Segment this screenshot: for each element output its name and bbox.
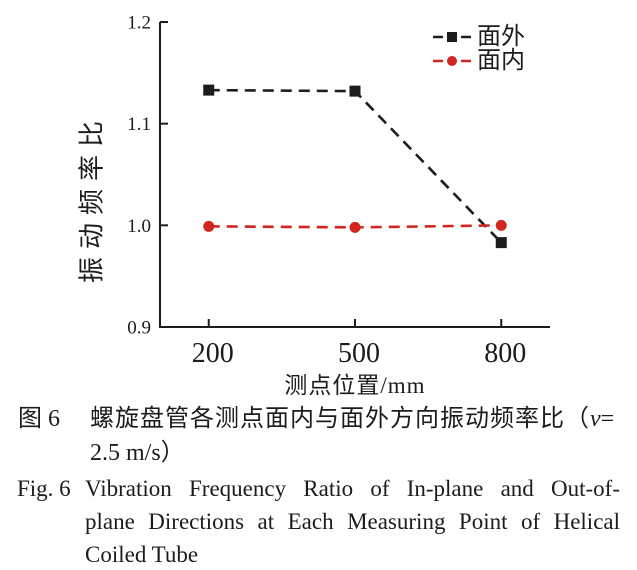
caption-zh-equals: = xyxy=(600,406,616,432)
x-tick-label: 500 xyxy=(338,338,380,369)
y-tick-label: 1.2 xyxy=(127,13,151,34)
chart-svg: 0.9 1.0 1.1 1.2 200 500 800 xyxy=(127,13,550,369)
caption-zh-body: 螺旋盘管各测点面内与面外方向振动频率比（v= 2.5 m/s） xyxy=(90,402,615,470)
chart: 0.9 1.0 1.1 1.2 200 500 800 振动频率比 测点位置/mm 面外 面… xyxy=(77,13,550,398)
data-point-square xyxy=(495,237,507,249)
data-point-circle xyxy=(495,219,507,231)
legend-item: 面外 xyxy=(433,25,525,49)
y-tick-label: 1.1 xyxy=(127,114,151,135)
series-line xyxy=(208,88,503,244)
caption-zh-variable: v xyxy=(590,406,601,432)
caption-zh-label: 图 6 xyxy=(18,406,60,432)
legend: 面外 面内 xyxy=(433,25,525,73)
x-tick-label: 200 xyxy=(192,338,234,369)
data-point-circle xyxy=(203,220,215,232)
y-tick-label: 1.0 xyxy=(127,216,151,237)
y-tick-label: 0.9 xyxy=(127,318,151,339)
caption-en-line-3: Coiled Tube xyxy=(85,542,199,567)
caption-en-line-2: plane Directions at Each Measuring Point… xyxy=(85,509,620,534)
data-point-square xyxy=(203,84,215,96)
x-axis-title: 测点位置/mm xyxy=(284,373,426,398)
x-tick-label: 800 xyxy=(484,338,526,369)
caption-zh: 图 6 螺旋盘管各测点面内与面外方向振动频率比（v= 2.5 m/s） xyxy=(0,402,637,470)
data-point-circle xyxy=(349,221,361,233)
legend-square-marker xyxy=(447,32,457,42)
caption-zh-line1: 螺旋盘管各测点面内与面外方向振动频率比（v= xyxy=(90,402,615,436)
legend-item: 面内 xyxy=(433,49,525,73)
legend-swatch-out-of-plane-icon xyxy=(433,32,471,42)
legend-label: 面内 xyxy=(477,48,525,74)
caption-en-label: Fig. 6 xyxy=(17,476,71,501)
caption-en: Fig. 6 Vibration Frequency Ratio of In-p… xyxy=(0,472,637,570)
caption-zh-text: 螺旋盘管各测点面内与面外方向振动频率比（ xyxy=(90,406,590,432)
legend-label: 面外 xyxy=(477,24,525,50)
caption-zh-line2: 2.5 m/s） xyxy=(90,440,185,466)
caption-en-line-1: Vibration Frequency Ratio of In-plane an… xyxy=(85,476,620,501)
y-axis-title: 振动频率比 xyxy=(77,112,107,284)
legend-circle-marker xyxy=(447,56,457,66)
data-point-square xyxy=(349,85,361,97)
caption-en-body: Vibration Frequency Ratio of In-plane an… xyxy=(85,472,620,570)
legend-swatch-in-plane-icon xyxy=(433,56,471,66)
